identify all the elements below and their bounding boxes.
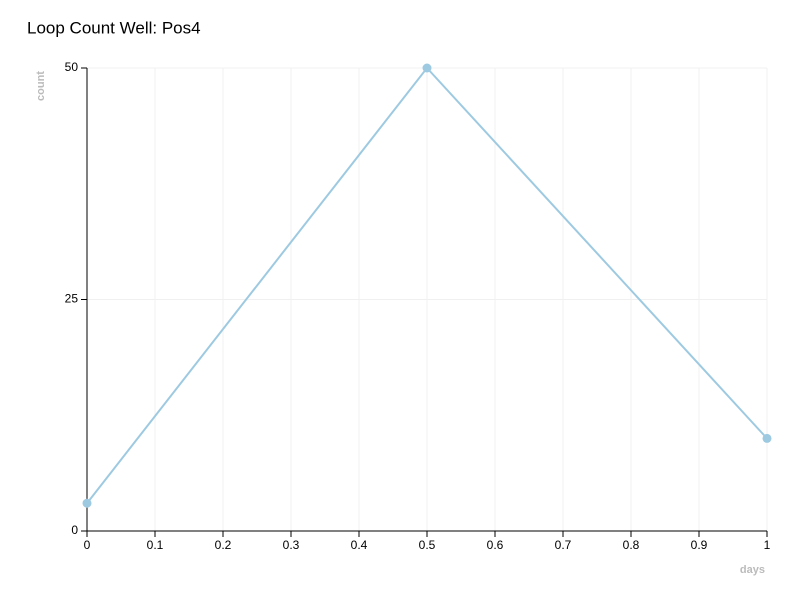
chart-title: Loop Count Well: Pos4 bbox=[27, 18, 201, 37]
y-axis-label: count bbox=[35, 71, 47, 101]
x-tick-label: 0.6 bbox=[487, 538, 504, 552]
x-tick-label: 0 bbox=[84, 538, 91, 552]
x-tick-label: 0.9 bbox=[691, 538, 708, 552]
y-tick-label: 50 bbox=[65, 60, 79, 74]
x-tick-label: 0.8 bbox=[623, 538, 640, 552]
x-tick-label: 0.4 bbox=[351, 538, 368, 552]
x-axis-label: days bbox=[740, 564, 765, 576]
x-tick-label: 1 bbox=[764, 538, 771, 552]
y-tick-label: 0 bbox=[71, 523, 78, 537]
data-point bbox=[762, 433, 772, 443]
data-point bbox=[422, 63, 432, 73]
x-tick-label: 0.3 bbox=[283, 538, 300, 552]
y-tick-label: 25 bbox=[65, 292, 79, 306]
x-tick-label: 0.7 bbox=[555, 538, 572, 552]
data-point bbox=[82, 498, 92, 508]
x-tick-label: 0.2 bbox=[215, 538, 232, 552]
x-tick-label: 0.5 bbox=[419, 538, 436, 552]
x-tick-label: 0.1 bbox=[147, 538, 164, 552]
